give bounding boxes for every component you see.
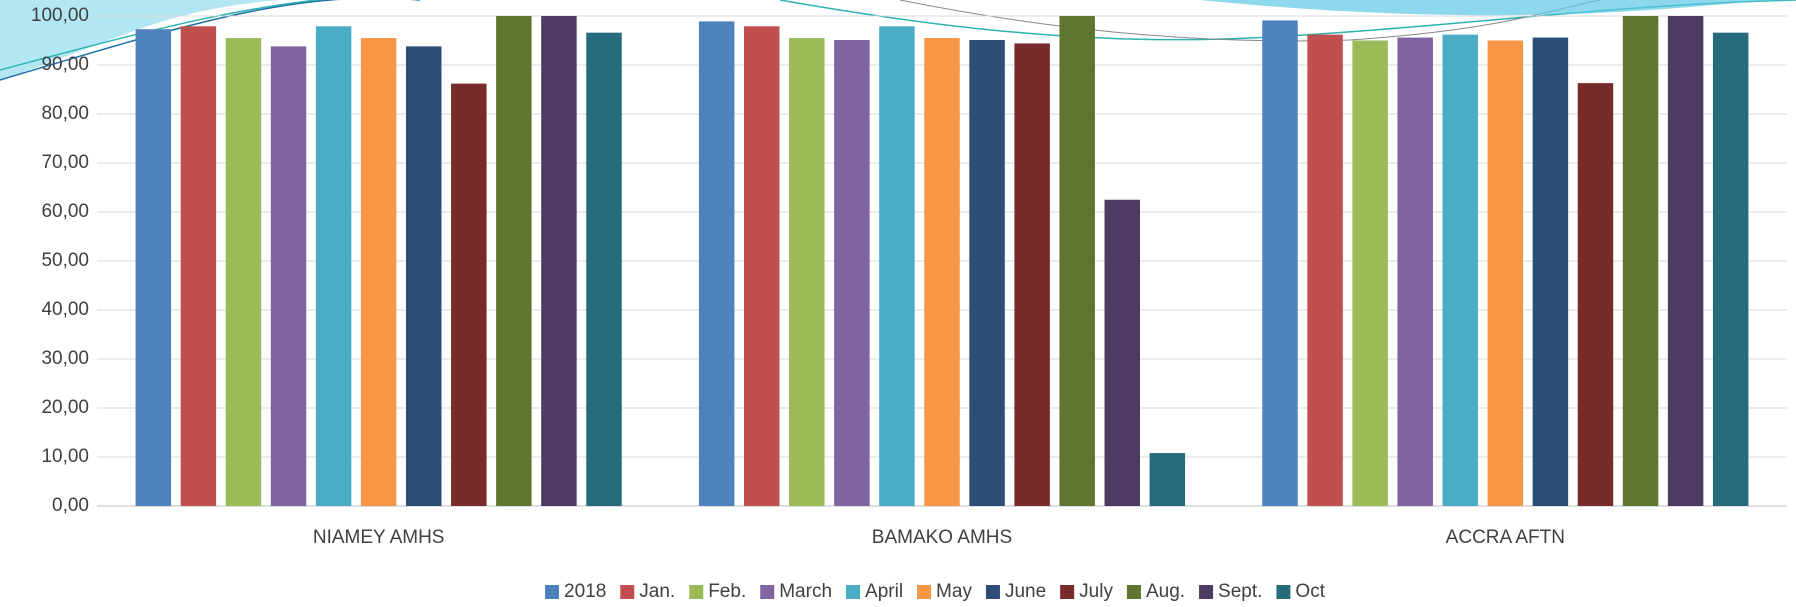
x-tick-label: BAMAKO AMHS: [872, 527, 1012, 548]
y-tick-label: 30,00: [41, 348, 89, 369]
bar: [1442, 34, 1479, 507]
bar: [1622, 16, 1659, 506]
bar: [586, 32, 622, 506]
bar: [135, 29, 172, 506]
bar: [879, 26, 915, 506]
y-tick-label: 80,00: [41, 103, 89, 124]
legend-label: Feb.: [708, 581, 746, 602]
legend-label: June: [1005, 581, 1046, 602]
legend-swatch: [985, 585, 1000, 599]
legend-swatch: [1199, 585, 1214, 599]
bar: [969, 40, 1005, 506]
x-tick-label: ACCRA AFTN: [1446, 527, 1565, 548]
legend-label: July: [1079, 581, 1113, 602]
legend-swatch: [760, 585, 775, 599]
legend-label: Jan.: [639, 581, 675, 602]
bar: [698, 21, 735, 506]
y-tick-label: 50,00: [41, 250, 89, 271]
bar: [1059, 16, 1095, 506]
bar: [360, 38, 397, 507]
bar: [1104, 199, 1141, 506]
bar: [1667, 16, 1704, 506]
bar: [1307, 34, 1343, 507]
legend-swatch: [1060, 585, 1075, 599]
bar: [924, 38, 960, 507]
legend-label: March: [779, 581, 832, 602]
bar: [789, 38, 825, 507]
bar: [1262, 20, 1298, 506]
bar: [225, 38, 262, 507]
bar: [1397, 37, 1433, 507]
legend-label: May: [936, 581, 972, 602]
bar: [1014, 43, 1050, 506]
y-tick-label: 70,00: [41, 152, 89, 173]
bar: [541, 16, 577, 506]
bar: [405, 46, 442, 506]
legend-swatch: [917, 585, 932, 599]
y-tick-label: 20,00: [41, 397, 89, 418]
legend-swatch: [620, 585, 635, 599]
y-tick-label: 60,00: [41, 201, 89, 222]
bar: [270, 46, 307, 506]
bar: [451, 83, 487, 507]
legend-label: Aug.: [1146, 581, 1185, 602]
y-tick-label: 100,00: [31, 5, 89, 26]
bar: [496, 16, 532, 506]
legend-swatch: [846, 585, 861, 599]
legend-label: 2018: [564, 581, 606, 602]
bar: [834, 40, 870, 506]
y-tick-label: 0,00: [52, 495, 89, 516]
legend-label: Oct: [1295, 581, 1325, 602]
y-tick-label: 10,00: [41, 446, 89, 467]
legend-swatch: [545, 585, 560, 599]
legend-label: April: [865, 581, 903, 602]
x-tick-label: NIAMEY AMHS: [313, 527, 445, 548]
bar: [315, 26, 352, 506]
bar: [743, 26, 780, 506]
legend-label: Sept.: [1218, 581, 1262, 602]
legend-swatch: [1126, 585, 1141, 599]
bar: [1487, 40, 1524, 506]
legend-swatch: [1276, 585, 1291, 599]
bar: [1352, 40, 1388, 506]
y-tick-label: 90,00: [41, 54, 89, 75]
bar: [1577, 83, 1614, 506]
bar: [1149, 453, 1186, 506]
bar: [1712, 32, 1749, 506]
legend-swatch: [689, 585, 704, 599]
bar: [1532, 37, 1569, 507]
bar: [180, 26, 217, 506]
y-tick-label: 40,00: [41, 299, 89, 320]
